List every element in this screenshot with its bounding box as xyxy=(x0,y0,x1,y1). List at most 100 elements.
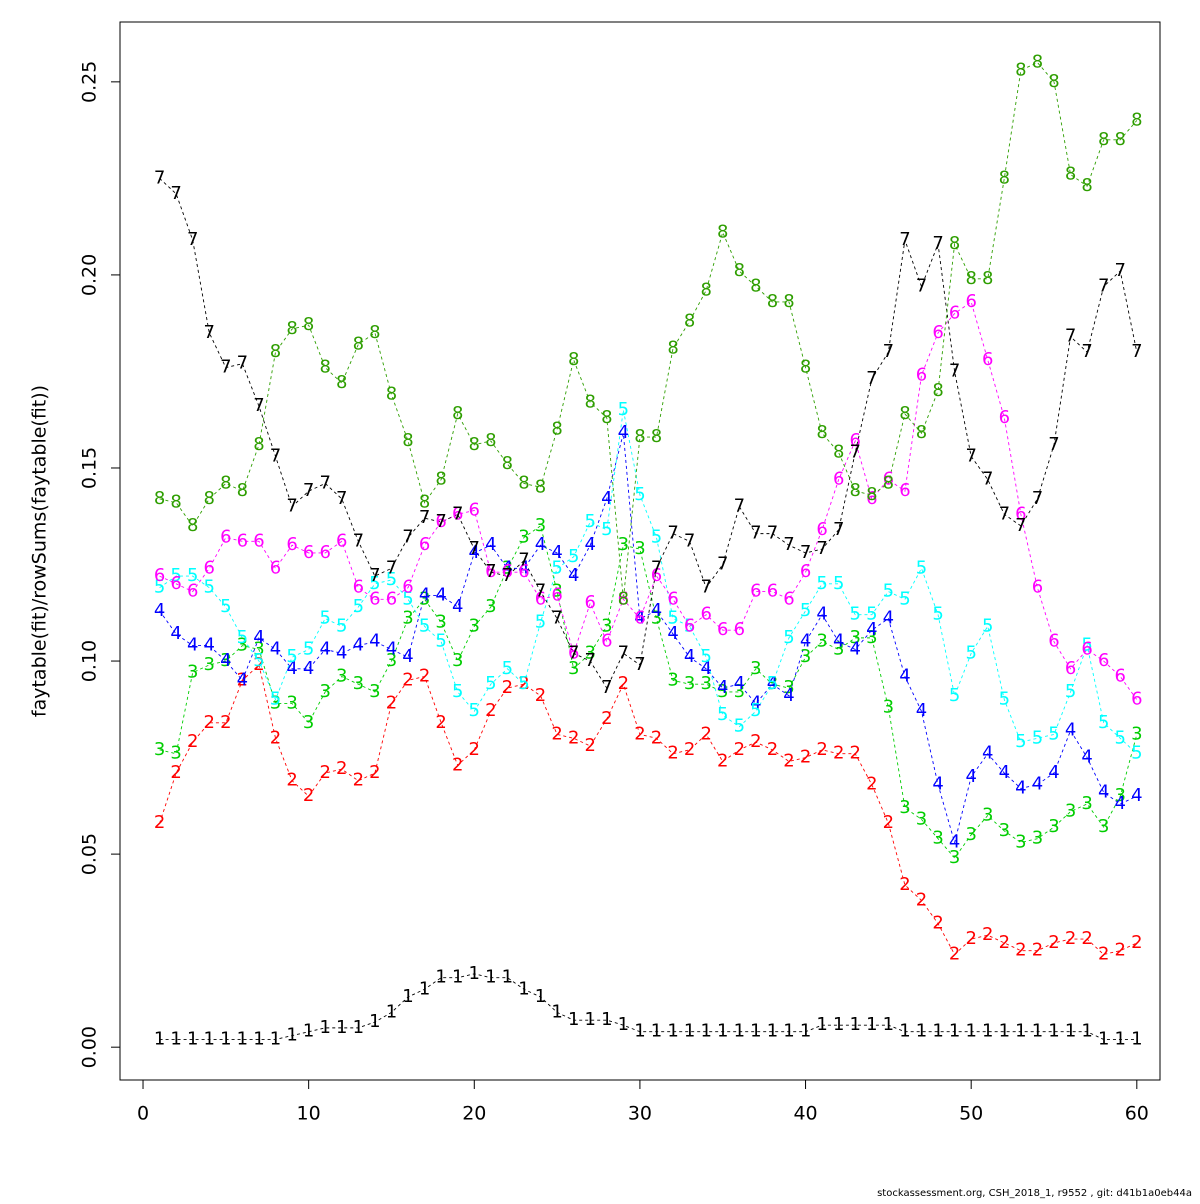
point-symbol: 5 xyxy=(1115,727,1126,748)
point-symbol: 6 xyxy=(187,581,198,602)
point-symbol: 2 xyxy=(982,924,993,945)
point-symbol: 8 xyxy=(502,453,513,474)
point-symbol: 2 xyxy=(319,762,330,783)
point-symbol: 3 xyxy=(717,681,728,702)
point-symbol: 5 xyxy=(982,615,993,636)
y-tick-label: 0.25 xyxy=(79,61,101,103)
point-symbol: 1 xyxy=(750,1021,761,1042)
point-symbol: 4 xyxy=(286,658,297,679)
point-symbol: 2 xyxy=(386,693,397,714)
point-symbol: 4 xyxy=(369,631,380,652)
point-symbol: 1 xyxy=(1065,1021,1076,1042)
point-symbol: 3 xyxy=(999,820,1010,841)
point-symbol: 8 xyxy=(833,442,844,463)
point-symbol: 4 xyxy=(750,693,761,714)
point-symbol: 5 xyxy=(170,565,181,586)
point-symbol: 1 xyxy=(850,1014,861,1035)
point-symbol: 6 xyxy=(485,561,496,582)
point-symbol: 8 xyxy=(253,434,264,455)
point-symbol: 6 xyxy=(700,604,711,625)
point-symbol: 8 xyxy=(220,472,231,493)
point-symbol: 3 xyxy=(253,638,264,659)
point-symbol: 3 xyxy=(353,673,364,694)
point-symbol: 5 xyxy=(1015,731,1026,752)
point-symbol: 7 xyxy=(204,322,215,343)
point-symbol: 3 xyxy=(568,658,579,679)
point-symbol: 4 xyxy=(402,646,413,667)
point-symbol: 2 xyxy=(1065,928,1076,949)
point-symbol: 4 xyxy=(932,774,943,795)
point-symbol: 1 xyxy=(518,978,529,999)
point-symbol: 5 xyxy=(270,689,281,710)
point-symbol: 1 xyxy=(982,1021,993,1042)
point-symbol: 4 xyxy=(485,534,496,555)
point-symbol: 1 xyxy=(651,1021,662,1042)
point-symbol: 2 xyxy=(999,932,1010,953)
point-symbol: 8 xyxy=(999,167,1010,188)
point-symbol: 7 xyxy=(187,229,198,250)
point-symbol: 1 xyxy=(1115,1028,1126,1049)
point-symbol: 4 xyxy=(187,635,198,656)
point-symbol: 8 xyxy=(154,488,165,509)
point-symbol: 5 xyxy=(833,573,844,594)
point-symbol: 2 xyxy=(402,669,413,690)
point-symbol: 8 xyxy=(965,268,976,289)
point-symbol: 8 xyxy=(319,357,330,378)
point-symbol: 7 xyxy=(734,496,745,517)
point-symbol: 7 xyxy=(419,507,430,528)
point-symbol: 5 xyxy=(386,569,397,590)
point-symbol: 1 xyxy=(883,1014,894,1035)
point-symbol: 5 xyxy=(1065,681,1076,702)
point-symbol: 6 xyxy=(419,534,430,555)
point-symbol: 1 xyxy=(170,1028,181,1049)
point-symbol: 1 xyxy=(220,1028,231,1049)
series-line xyxy=(159,525,1138,859)
point-symbol: 4 xyxy=(502,557,513,578)
point-symbol: 6 xyxy=(452,503,463,524)
point-symbol: 2 xyxy=(237,669,248,690)
point-symbol: 7 xyxy=(717,554,728,575)
point-symbol: 1 xyxy=(899,1021,910,1042)
point-symbol: 4 xyxy=(419,584,430,605)
point-symbol: 7 xyxy=(999,503,1010,524)
point-symbol: 1 xyxy=(866,1014,877,1035)
point-symbol: 5 xyxy=(783,627,794,648)
point-symbol: 8 xyxy=(187,515,198,536)
point-symbol: 8 xyxy=(270,341,281,362)
point-symbol: 1 xyxy=(1015,1021,1026,1042)
point-symbol: 6 xyxy=(402,577,413,598)
point-symbol: 7 xyxy=(237,353,248,374)
point-symbol: 8 xyxy=(601,407,612,428)
point-symbol: 5 xyxy=(1098,712,1109,733)
point-symbol: 6 xyxy=(469,499,480,520)
point-symbol: 7 xyxy=(634,654,645,675)
point-symbol: 7 xyxy=(353,530,364,551)
point-symbol: 7 xyxy=(220,357,231,378)
point-symbol: 4 xyxy=(469,542,480,563)
point-symbol: 3 xyxy=(883,696,894,717)
point-symbol: 5 xyxy=(667,608,678,629)
point-symbol: 2 xyxy=(369,762,380,783)
point-symbol: 4 xyxy=(518,557,529,578)
point-symbol: 8 xyxy=(1015,59,1026,80)
point-symbol: 3 xyxy=(866,627,877,648)
point-symbol: 3 xyxy=(1065,801,1076,822)
point-symbol: 7 xyxy=(303,480,314,501)
x-tick-label: 50 xyxy=(959,1103,983,1125)
point-symbol: 1 xyxy=(386,1001,397,1022)
point-symbol: 5 xyxy=(700,646,711,667)
point-symbol: 7 xyxy=(1098,276,1109,297)
point-symbol: 1 xyxy=(535,986,546,1007)
point-symbol: 8 xyxy=(883,472,894,493)
point-symbol: 4 xyxy=(551,542,562,563)
point-symbol: 4 xyxy=(634,608,645,629)
point-symbol: 6 xyxy=(303,542,314,563)
point-symbol: 5 xyxy=(237,627,248,648)
point-symbol: 6 xyxy=(502,561,513,582)
point-symbol: 2 xyxy=(634,723,645,744)
point-symbol: 2 xyxy=(866,774,877,795)
series-line xyxy=(159,973,1137,1040)
point-symbol: 1 xyxy=(949,1021,960,1042)
